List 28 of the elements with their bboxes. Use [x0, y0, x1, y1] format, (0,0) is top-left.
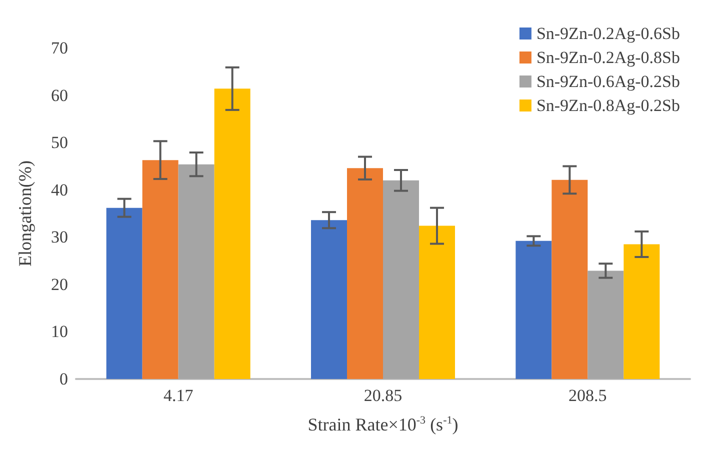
y-tick-label: 40 — [51, 180, 68, 200]
bar — [142, 160, 178, 379]
legend-label: Sn-9Zn-0.2Ag-0.6Sb — [536, 24, 680, 43]
legend-label: Sn-9Zn-0.6Ag-0.2Sb — [536, 72, 680, 91]
bar — [311, 220, 347, 379]
bar — [516, 240, 552, 379]
bar — [178, 164, 214, 379]
x-tick-label: 20.85 — [364, 386, 402, 405]
y-tick-label: 70 — [51, 38, 68, 58]
y-tick-label: 50 — [51, 133, 68, 152]
y-tick-label: 0 — [60, 370, 68, 388]
bar — [552, 180, 588, 379]
x-tick-label: 4.17 — [163, 386, 194, 405]
y-tick-label: 20 — [51, 274, 68, 294]
bar — [383, 180, 419, 379]
bar — [624, 244, 660, 379]
y-tick-label: 30 — [51, 228, 68, 247]
bar — [419, 226, 455, 379]
y-tick-label: 10 — [51, 322, 68, 342]
bar — [214, 88, 250, 379]
y-axis-title: Elongation(%) — [15, 160, 35, 266]
x-tick-label: 208.5 — [568, 386, 607, 405]
legend-label: Sn-9Zn-0.2Ag-0.8Sb — [536, 48, 680, 67]
bar — [347, 168, 383, 379]
legend-label: Sn-9Zn-0.8Ag-0.2Sb — [536, 96, 680, 115]
bar — [588, 270, 624, 379]
y-tick-label: 60 — [51, 86, 68, 105]
bar — [106, 208, 142, 379]
